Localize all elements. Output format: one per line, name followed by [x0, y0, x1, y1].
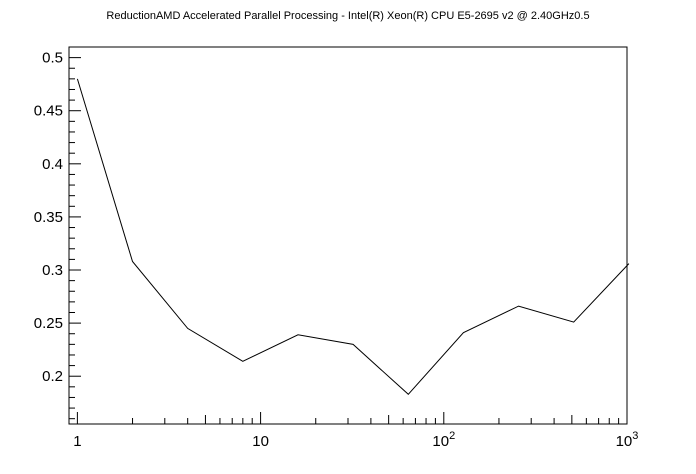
- y-tick-label: 0.5: [42, 50, 63, 67]
- y-tick-label: 0.2: [42, 368, 63, 385]
- x-tick-label: 1: [73, 433, 81, 450]
- y-tick-label: 0.4: [42, 156, 63, 173]
- series-line: [76, 78, 630, 396]
- x-tick-base: 10: [432, 433, 449, 450]
- y-tick-label: 0.35: [34, 209, 63, 226]
- y-tick-label: 0.45: [34, 103, 63, 120]
- x-tick-label: 102: [432, 430, 455, 450]
- x-tick-exponent: 3: [632, 430, 638, 442]
- chart-title: ReductionAMD Accelerated Parallel Proces…: [106, 10, 590, 22]
- x-tick-base: 10: [252, 433, 269, 450]
- tick-labels: 0.20.250.30.350.40.450.51 10 102 103: [34, 50, 639, 450]
- y-tick-label: 0.3: [42, 262, 63, 279]
- axis-ticks: [69, 46, 628, 424]
- x-tick-label: 103: [616, 430, 639, 450]
- x-tick-base: 1: [73, 433, 81, 450]
- series-group: [76, 78, 630, 396]
- x-tick-exponent: 2: [449, 430, 455, 442]
- y-tick-label: 0.25: [34, 315, 63, 332]
- x-tick-base: 10: [616, 433, 633, 450]
- x-tick-label: 10: [252, 433, 269, 450]
- plot-frame: [68, 46, 628, 425]
